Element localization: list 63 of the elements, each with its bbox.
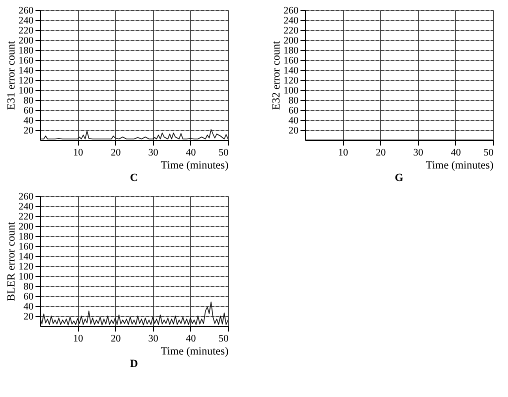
y-tick-label: 220 <box>284 26 298 36</box>
y-tick-label: 220 <box>18 26 34 36</box>
x-tick-label: 50 <box>484 148 494 158</box>
x-axis-title: Time (minutes) <box>426 160 494 172</box>
y-tick-label: 100 <box>18 272 34 282</box>
x-tick-label: 50 <box>218 334 228 344</box>
y-tick-label: 80 <box>24 282 34 292</box>
y-tick-label: 160 <box>18 56 34 66</box>
y-tick-label: 20 <box>24 126 34 136</box>
y-tick-label: 180 <box>18 46 34 56</box>
text: C <box>130 172 138 184</box>
x-tick-label: 20 <box>376 148 386 158</box>
y-tick-label: 180 <box>18 232 34 242</box>
y-tick-label: 200 <box>18 222 34 232</box>
y-tick-label: 40 <box>24 116 34 126</box>
text: D <box>130 358 138 370</box>
y-tick-label: 180 <box>284 46 298 56</box>
x-tick-label: 10 <box>73 334 84 344</box>
x-tick-label: 30 <box>413 148 424 158</box>
y-tick-label: 140 <box>18 66 34 76</box>
y-tick-label: 120 <box>284 76 298 86</box>
y-tick-label: 20 <box>288 126 298 136</box>
y-tick-label: 80 <box>288 96 298 106</box>
x-tick-label: 30 <box>148 148 158 158</box>
y-tick-label: 100 <box>284 86 298 96</box>
x-tick-label: 50 <box>218 148 228 158</box>
y-tick-label: 260 <box>284 6 298 16</box>
y-tick-label: 60 <box>288 106 298 116</box>
x-tick-label: 30 <box>148 334 158 344</box>
x-tick-label: 20 <box>110 334 121 344</box>
x-tick-label: 10 <box>338 148 348 158</box>
y-axis-title: BLER error count <box>6 222 18 302</box>
y-tick-label: 220 <box>18 212 34 222</box>
y-tick-label: 140 <box>18 252 34 262</box>
y-tick-label: 60 <box>24 106 34 116</box>
y-tick-label: 40 <box>288 116 298 126</box>
y-tick-label: 240 <box>18 16 34 26</box>
text: G <box>394 172 404 184</box>
x-tick-label: 10 <box>73 148 84 158</box>
y-tick-label: 160 <box>18 242 34 252</box>
x-tick-label: 20 <box>110 148 121 158</box>
y-axis-title: E31 error count <box>6 40 18 110</box>
y-tick-label: 100 <box>18 86 34 96</box>
y-tick-label: 200 <box>284 36 298 46</box>
x-tick-label: 40 <box>186 148 196 158</box>
y-tick-label: 160 <box>284 56 298 66</box>
y-tick-label: 260 <box>18 192 34 202</box>
y-tick-label: 80 <box>24 96 34 106</box>
y-tick-label: 20 <box>24 312 34 322</box>
y-tick-label: 60 <box>24 292 34 302</box>
y-tick-label: 120 <box>18 262 34 272</box>
y-tick-label: 140 <box>284 66 298 76</box>
y-tick-label: 260 <box>18 6 34 16</box>
y-tick-label: 200 <box>18 36 34 46</box>
y-tick-label: 240 <box>284 16 298 26</box>
x-tick-label: 40 <box>186 334 196 344</box>
x-axis-title: Time (minutes) <box>160 160 229 172</box>
x-tick-label: 40 <box>450 148 461 158</box>
y-tick-label: 240 <box>18 202 34 212</box>
y-axis-title: E32 error count <box>270 40 282 110</box>
x-axis-title: Time (minutes) <box>160 346 229 358</box>
y-tick-label: 40 <box>24 302 34 312</box>
y-tick-label: 120 <box>18 76 34 86</box>
